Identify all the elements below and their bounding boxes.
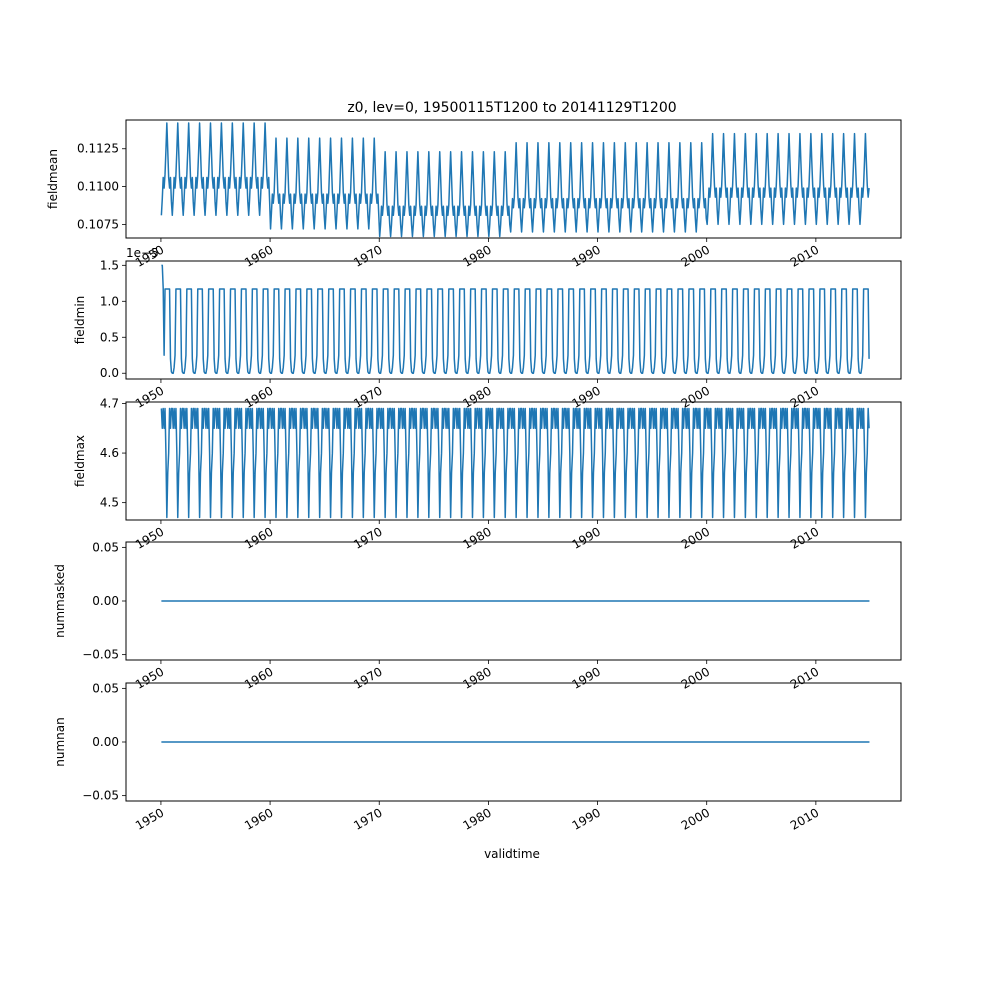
x-tick-label: 1990 <box>570 664 603 691</box>
x-tick-label: 2010 <box>788 805 821 832</box>
y-tick-label: 0.05 <box>92 540 119 554</box>
panel-fieldmin: 0.0 0.5 1.0 1.5 fieldmin 1e−5 1950 1960 1970 1980… <box>73 246 902 411</box>
y-tick-label: 0.00 <box>92 594 119 608</box>
y-tick-label: 0.1100 <box>77 180 119 194</box>
axes-frame <box>125 260 902 380</box>
y-tick-label: 1.0 <box>100 294 119 308</box>
x-tick-label: 1970 <box>351 383 384 410</box>
y-tick-label: 1.5 <box>100 258 119 272</box>
axes-frame <box>125 401 902 521</box>
x-tick-label: 1980 <box>460 664 493 691</box>
panel-nummasked: −0.05 0.00 0.05 nummasked 1950 1960 1970 1980 19… <box>53 540 902 692</box>
x-tick-label: 1980 <box>460 524 493 551</box>
y-tick-label: 0.5 <box>100 330 119 344</box>
x-tick-label: 1960 <box>242 242 275 269</box>
panel-fieldmax: 4.5 4.6 4.7 fieldmax 1950 1960 1970 1980 1990 200… <box>73 396 902 552</box>
x-tick-label: 1960 <box>242 383 275 410</box>
x-tick-label: 1960 <box>242 524 275 551</box>
series-line-fieldmin <box>161 264 870 374</box>
y-tick-label: −0.05 <box>82 648 119 662</box>
y-tick-label: 4.6 <box>100 446 119 460</box>
x-tick-label: 1980 <box>460 242 493 269</box>
y-axis-label: fieldmin <box>73 296 87 345</box>
x-tick-label: 2000 <box>679 664 712 691</box>
x-tick-label: 2000 <box>679 242 712 269</box>
x-tick-label: 1950 <box>133 805 166 832</box>
x-tick-label: 2010 <box>788 383 821 410</box>
y-tick-label: 0.1125 <box>77 142 119 156</box>
series-line-fieldmean <box>160 122 870 238</box>
x-tick-label: 1990 <box>570 383 603 410</box>
x-tick-label: 1970 <box>351 524 384 551</box>
x-tick-label: 1950 <box>133 524 166 551</box>
y-tick-label: 0.1075 <box>77 217 119 231</box>
series-line-fieldmax <box>160 407 870 519</box>
x-tick-label: 2000 <box>679 805 712 832</box>
x-tick-label: 1950 <box>133 664 166 691</box>
y-tick-label: 4.7 <box>100 396 119 410</box>
x-tick-label: 1990 <box>570 524 603 551</box>
axes-frame <box>125 119 902 239</box>
y-tick-label: −0.05 <box>82 789 119 803</box>
x-tick-label: 1990 <box>570 805 603 832</box>
x-tick-label: 2000 <box>679 383 712 410</box>
x-tick-label: 1970 <box>351 805 384 832</box>
x-tick-label: 1950 <box>133 383 166 410</box>
panel-numnan: −0.05 0.00 0.05 numnan 1950 1960 1970 1980 1990 2… <box>53 681 902 833</box>
y-tick-label: 0.05 <box>92 681 119 695</box>
y-axis-label: nummasked <box>53 564 67 638</box>
y-tick-label: 0.00 <box>92 735 119 749</box>
y-tick-label: 4.5 <box>100 496 119 510</box>
x-tick-label: 1980 <box>460 805 493 832</box>
x-tick-label: 1960 <box>242 664 275 691</box>
x-tick-label: 2010 <box>788 664 821 691</box>
x-tick-label: 1970 <box>351 242 384 269</box>
offset-text: 1e−5 <box>126 246 159 260</box>
y-tick-label: 0.0 <box>100 366 119 380</box>
x-tick-label: 2010 <box>788 242 821 269</box>
x-tick-label: 1970 <box>351 664 384 691</box>
panels: 0.1075 0.1100 0.1125 fieldmean 1950 1960 1970 1… <box>46 119 902 833</box>
y-axis-label: fieldmax <box>73 435 87 487</box>
x-tick-label: 1990 <box>570 242 603 269</box>
x-tick-label: 2000 <box>679 524 712 551</box>
x-tick-label: 1960 <box>242 805 275 832</box>
y-axis-label: fieldmean <box>46 149 60 209</box>
x-tick-label: 2010 <box>788 524 821 551</box>
y-axis-label: numnan <box>53 717 67 766</box>
figure-title: z0, lev=0, 19500115T1200 to 20141129T120… <box>347 100 676 116</box>
x-axis-label: validtime <box>484 847 540 861</box>
x-tick-label: 1980 <box>460 383 493 410</box>
